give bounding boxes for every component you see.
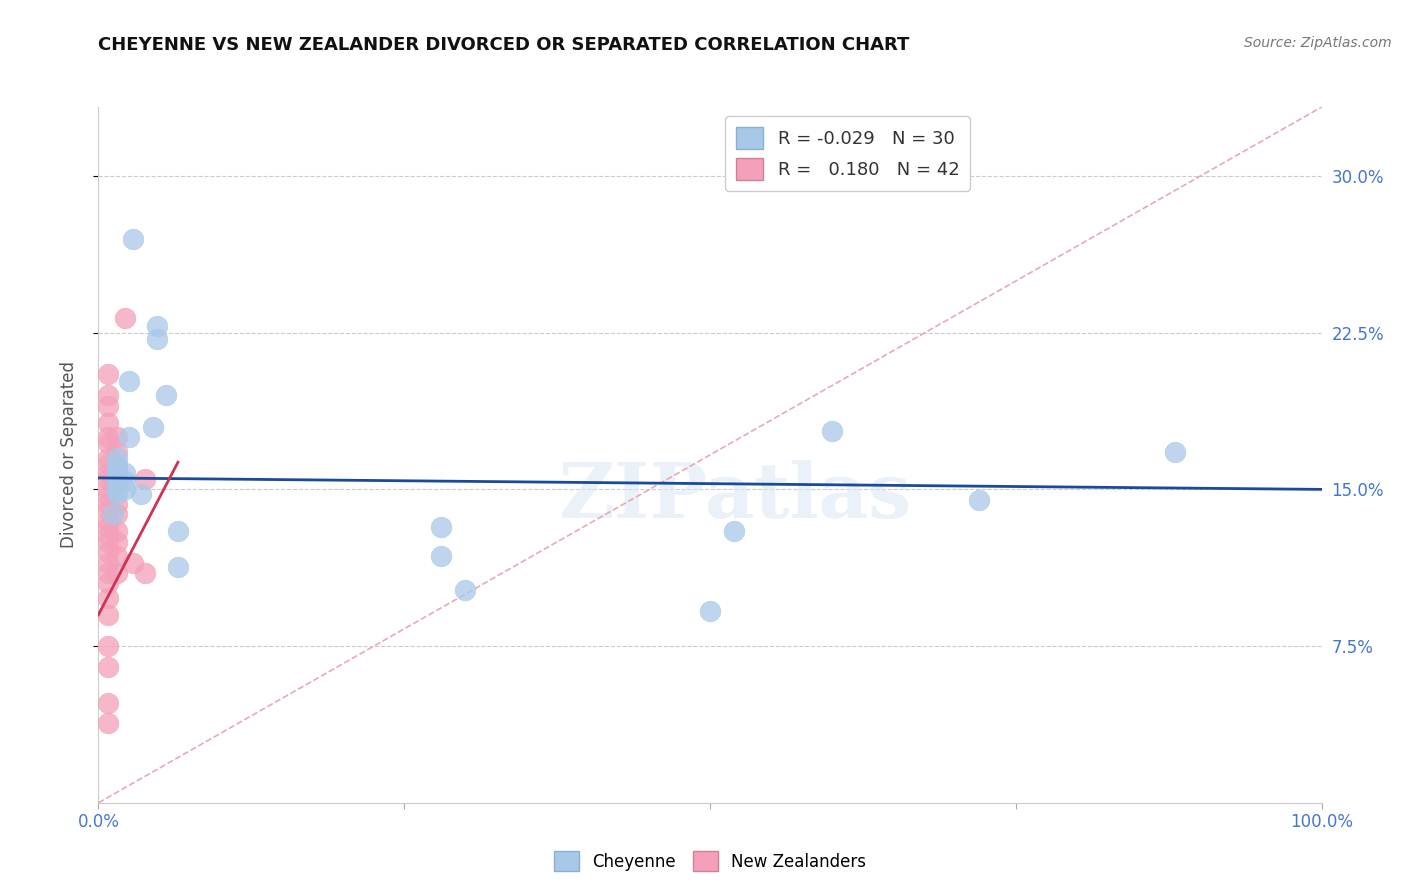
Y-axis label: Divorced or Separated: Divorced or Separated <box>59 361 77 549</box>
Point <box>97 545 120 559</box>
Point <box>97 436 120 450</box>
Point <box>114 474 136 488</box>
Point <box>723 524 745 538</box>
Point <box>454 582 477 597</box>
Point <box>97 399 120 413</box>
Legend: Cheyenne, New Zealanders: Cheyenne, New Zealanders <box>547 845 873 878</box>
Point <box>97 566 120 580</box>
Point <box>97 503 120 517</box>
Point <box>105 549 128 564</box>
Point <box>105 508 128 522</box>
Point <box>97 430 120 444</box>
Point <box>121 556 143 570</box>
Point <box>105 476 128 491</box>
Point <box>121 232 143 246</box>
Point <box>105 534 128 549</box>
Point <box>97 466 120 480</box>
Point <box>114 483 136 497</box>
Point <box>97 716 120 731</box>
Point <box>967 492 990 507</box>
Point <box>118 430 141 444</box>
Point <box>105 476 128 491</box>
Text: ZIPatlas: ZIPatlas <box>558 459 911 533</box>
Point <box>105 466 128 480</box>
Point <box>167 524 190 538</box>
Point <box>155 388 177 402</box>
Point <box>97 514 120 528</box>
Point <box>129 486 152 500</box>
Point <box>105 461 128 475</box>
Point <box>105 524 128 538</box>
Text: CHEYENNE VS NEW ZEALANDER DIVORCED OR SEPARATED CORRELATION CHART: CHEYENNE VS NEW ZEALANDER DIVORCED OR SE… <box>98 36 910 54</box>
Point <box>105 566 128 580</box>
Point <box>699 604 721 618</box>
Point <box>105 483 128 497</box>
Point <box>105 472 128 486</box>
Point <box>430 520 453 534</box>
Point <box>105 451 128 466</box>
Point <box>97 472 120 486</box>
Point <box>97 416 120 430</box>
Point <box>97 388 120 402</box>
Point <box>97 520 120 534</box>
Point <box>97 368 120 382</box>
Point <box>105 497 128 511</box>
Point <box>97 534 120 549</box>
Text: Source: ZipAtlas.com: Source: ZipAtlas.com <box>1244 36 1392 50</box>
Point <box>134 472 156 486</box>
Point <box>114 466 136 480</box>
Point <box>105 461 128 475</box>
Point <box>146 332 169 346</box>
Point <box>1164 444 1187 458</box>
Point <box>97 489 120 503</box>
Point <box>105 444 128 458</box>
Point <box>430 549 453 564</box>
Point <box>118 374 141 388</box>
Point <box>97 696 120 710</box>
Point <box>146 319 169 334</box>
Point <box>97 639 120 653</box>
Point <box>97 556 120 570</box>
Point <box>821 424 844 438</box>
Point <box>97 591 120 605</box>
Point <box>134 566 156 580</box>
Point <box>97 576 120 591</box>
Point <box>97 607 120 622</box>
Point <box>97 497 120 511</box>
Point <box>97 528 120 542</box>
Point <box>167 559 190 574</box>
Point <box>142 419 165 434</box>
Point <box>105 430 128 444</box>
Point <box>97 451 120 466</box>
Point <box>97 458 120 472</box>
Point <box>105 486 128 500</box>
Point <box>97 483 120 497</box>
Point <box>97 660 120 674</box>
Point <box>105 458 128 472</box>
Point <box>101 508 124 522</box>
Point <box>114 311 136 326</box>
